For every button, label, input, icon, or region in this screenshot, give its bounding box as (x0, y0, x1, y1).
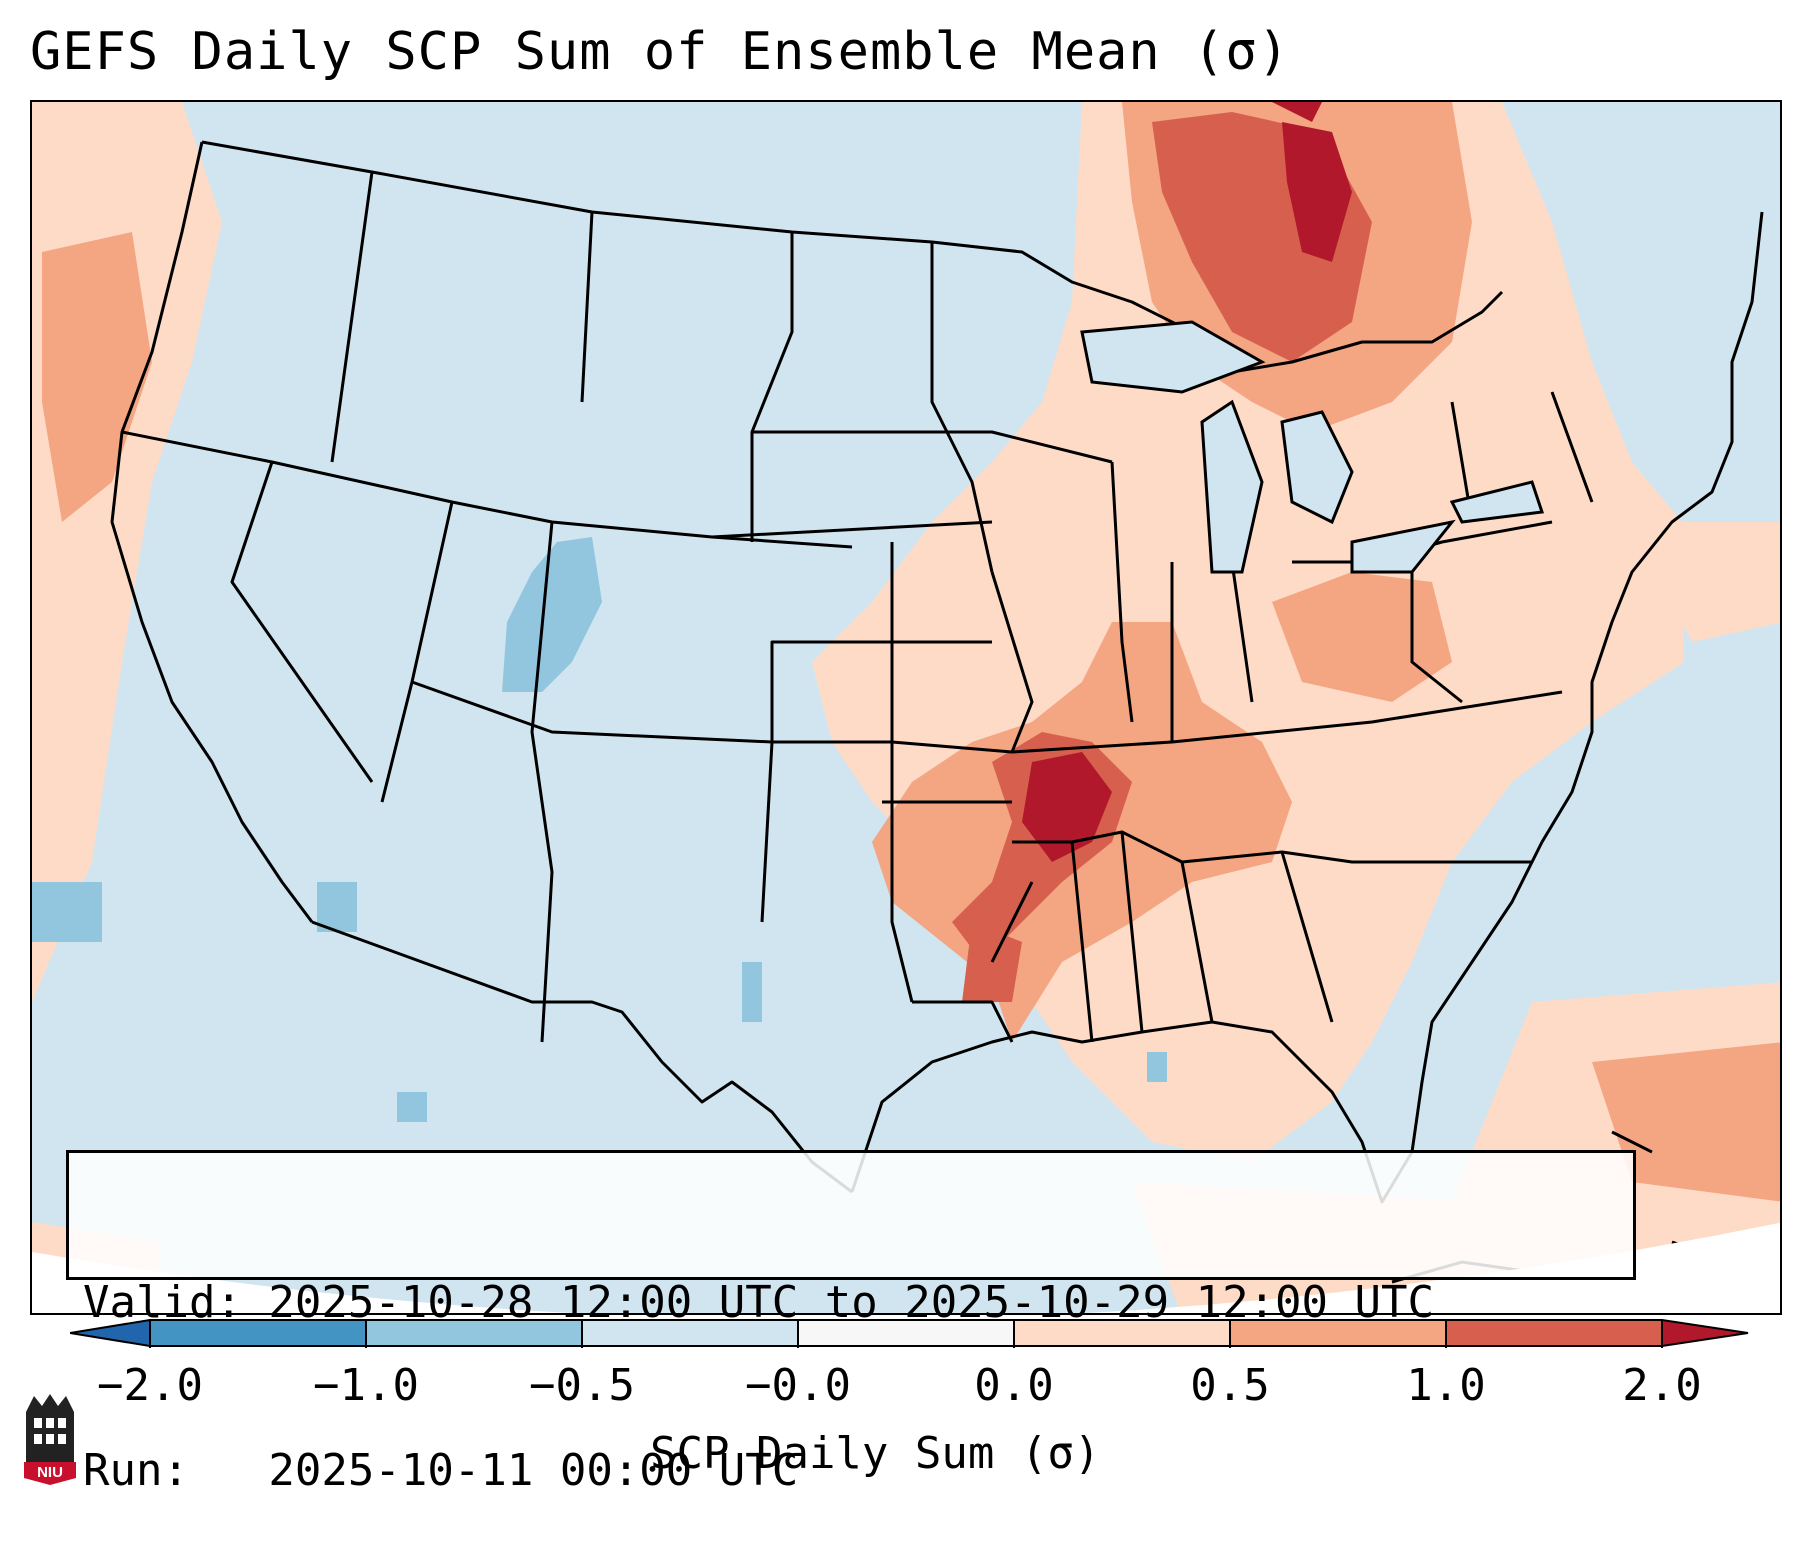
colorbar-ticks (149, 1320, 1663, 1348)
colorbar-bin (1230, 1320, 1446, 1346)
colorbar (70, 1319, 1749, 1348)
niu-logo: NIU (24, 1394, 76, 1485)
projection-edge (32, 1222, 1780, 1313)
colorbar-tick-label: 0.5 (1190, 1360, 1270, 1411)
valid-run-info-box: Valid: 2025-10-28 12:00 UTC to 2025-10-2… (66, 1150, 1636, 1496)
map-panel (30, 100, 1782, 1315)
state-borders (110, 140, 1764, 1204)
colorbar-extend-high (1662, 1320, 1748, 1346)
colorbar-tick-label: −2.0 (97, 1360, 203, 1411)
colorbar-tick-label: −1.0 (313, 1360, 419, 1411)
colorbar-tick-label: −0.0 (745, 1360, 851, 1411)
colorbar-bin (366, 1320, 582, 1346)
colorbar-tick-label: 1.0 (1406, 1360, 1486, 1411)
map-canvas (32, 102, 1780, 1313)
anomaly-extreme-positive (1022, 102, 1352, 862)
colorbar-tick-label: 2.0 (1622, 1360, 1702, 1411)
colorbar-tick-label: 0.0 (974, 1360, 1054, 1411)
colorbar-extend-low (70, 1320, 150, 1346)
run-time-line: Run: 2025-10-11 00:00 UTC (83, 1445, 799, 1496)
colorbar-label: SCP Daily Sum (σ) (650, 1428, 1101, 1479)
colorbar-tick-label: −0.5 (529, 1360, 635, 1411)
colorbar-bin (798, 1320, 1014, 1346)
anomaly-negative (32, 537, 1167, 1122)
logo-text: NIU (37, 1464, 63, 1481)
colorbar-bin (1446, 1320, 1662, 1346)
colorbar-bin (582, 1320, 798, 1346)
great-lakes (1080, 320, 1545, 574)
colorbar-bin (150, 1320, 366, 1346)
colorbar-bin (1014, 1320, 1230, 1346)
map-title: GEFS Daily SCP Sum of Ensemble Mean (σ) (30, 22, 1290, 82)
